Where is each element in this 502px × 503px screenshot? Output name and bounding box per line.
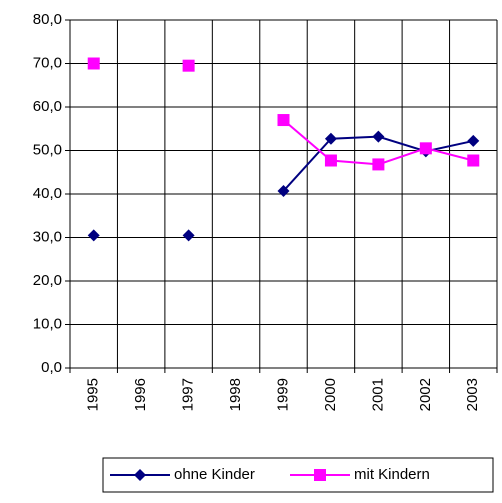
y-tick-label: 20,0	[33, 272, 62, 289]
y-tick-label: 50,0	[33, 141, 62, 158]
diamond-marker	[87, 229, 100, 242]
square-marker	[277, 114, 290, 127]
x-tick-label: 1996	[132, 378, 149, 411]
y-tick-label: 40,0	[33, 185, 62, 202]
square-marker	[324, 154, 337, 167]
diamond-marker	[277, 184, 290, 197]
y-tick-label: 70,0	[33, 54, 62, 71]
x-tick-label: 2001	[369, 378, 386, 411]
square-marker	[182, 59, 195, 72]
y-tick-label: 80,0	[33, 11, 62, 28]
diamond-marker	[182, 229, 195, 242]
x-tick-label: 1999	[274, 378, 291, 411]
diamond-marker	[372, 130, 385, 143]
legend-marker	[314, 469, 326, 481]
x-tick-label: 1995	[85, 378, 102, 411]
x-tick-label: 1997	[180, 378, 197, 411]
legend-label: ohne Kinder	[174, 466, 255, 483]
square-marker	[87, 57, 100, 70]
y-tick-label: 0,0	[41, 359, 62, 376]
square-marker	[467, 154, 480, 167]
y-tick-label: 60,0	[33, 98, 62, 115]
square-marker	[419, 142, 432, 155]
x-tick-label: 2002	[417, 378, 434, 411]
x-tick-label: 2003	[464, 378, 481, 411]
y-tick-label: 10,0	[33, 315, 62, 332]
legend-label: mit Kindern	[354, 466, 430, 483]
x-tick-label: 2000	[322, 378, 339, 411]
diamond-marker	[324, 132, 337, 145]
square-marker	[372, 158, 385, 171]
legend-marker	[134, 469, 146, 481]
x-tick-label: 1998	[227, 378, 244, 411]
diamond-marker	[467, 134, 480, 147]
y-tick-label: 30,0	[33, 228, 62, 245]
